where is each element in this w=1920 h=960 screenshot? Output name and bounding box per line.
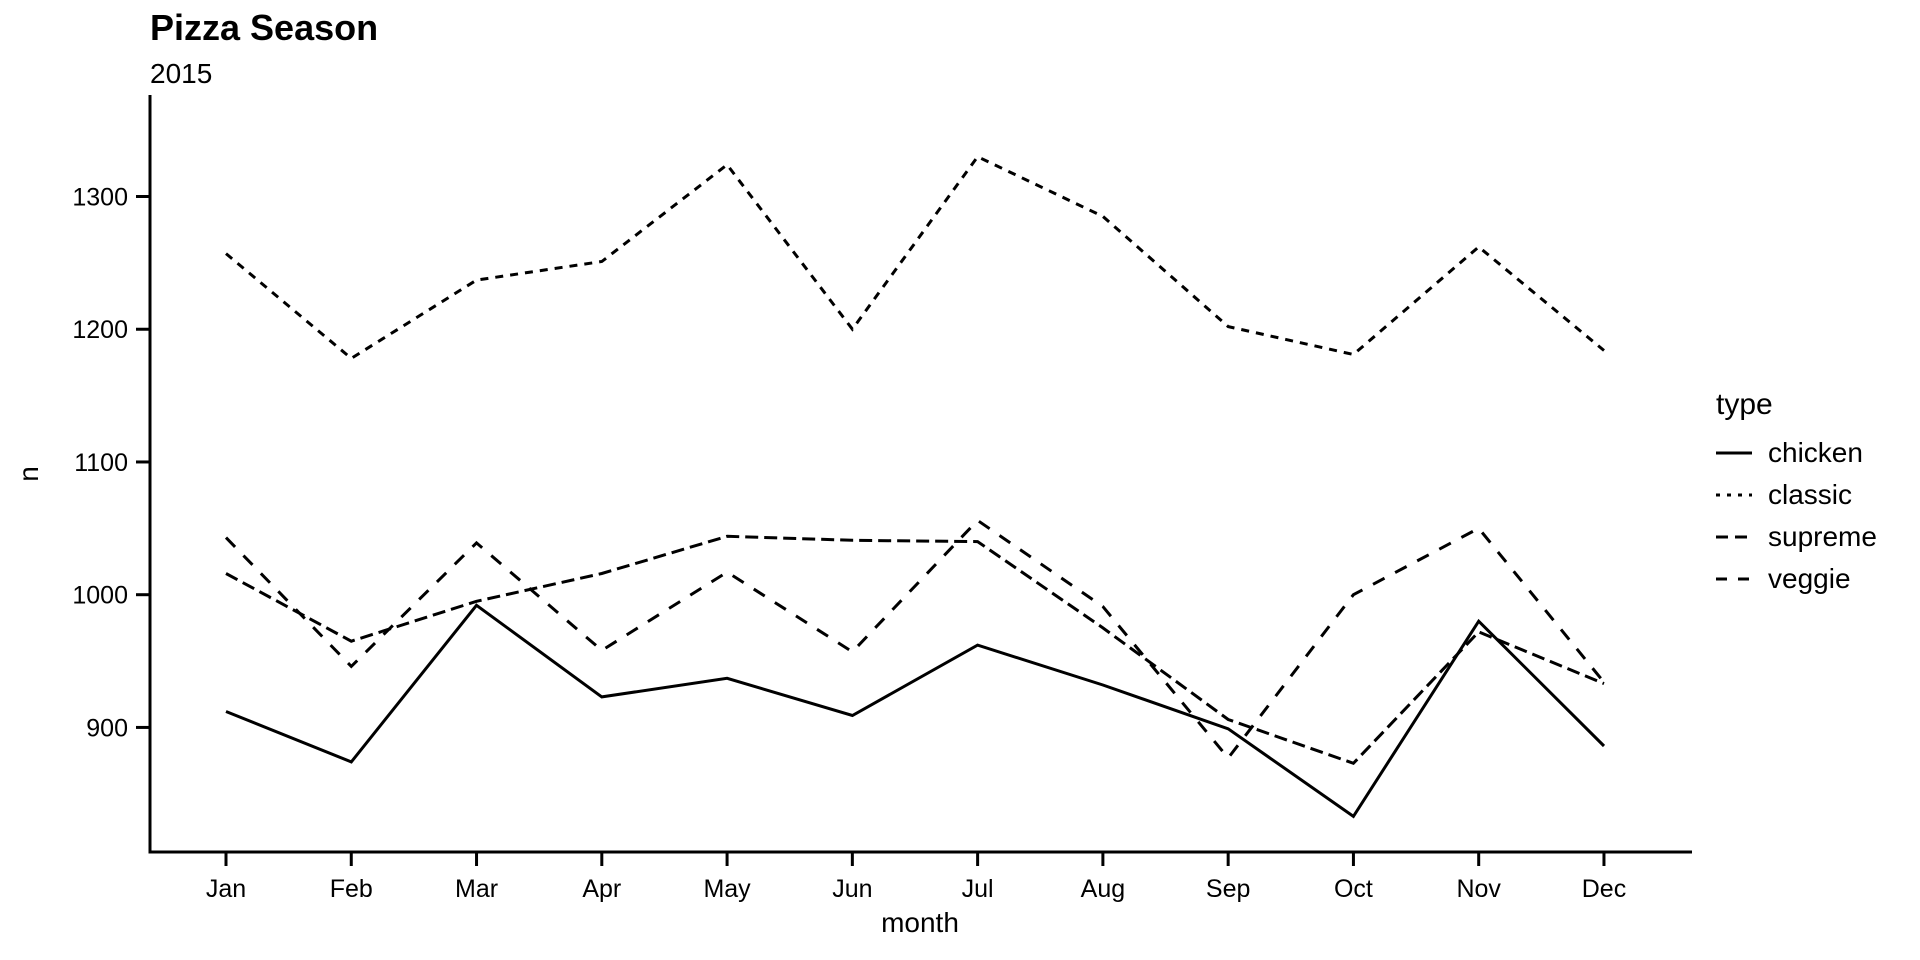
y-tick-label: 900 bbox=[86, 714, 128, 742]
x-tick-label: Jun bbox=[832, 875, 872, 903]
y-tick-label: 1200 bbox=[72, 316, 128, 344]
legend-label-chicken: chicken bbox=[1768, 437, 1863, 468]
x-tick-label: Nov bbox=[1456, 875, 1501, 903]
legend-item-classic: classic bbox=[1716, 479, 1852, 510]
line-veggie bbox=[224, 518, 1606, 761]
x-tick-label: Sep bbox=[1206, 875, 1250, 903]
legend-title: type bbox=[1716, 388, 1773, 421]
legend-item-chicken: chicken bbox=[1716, 437, 1863, 468]
line-supreme bbox=[225, 534, 1605, 766]
x-tick-label: Mar bbox=[455, 875, 498, 903]
y-tick-label: 1100 bbox=[74, 449, 128, 477]
legend-item-veggie: veggie bbox=[1716, 563, 1851, 594]
x-tick-label: Oct bbox=[1334, 875, 1373, 903]
x-tick-label: Jul bbox=[962, 875, 994, 903]
axes: 900 1000 1100 1200 1300 Jan Feb Mar Apr May Jun Jul… bbox=[72, 95, 1692, 903]
legend: chicken classic supreme veggie bbox=[1716, 437, 1877, 594]
y-tick-label: 1300 bbox=[72, 184, 128, 212]
y-axis-label: n bbox=[13, 466, 44, 482]
line-classic bbox=[225, 154, 1605, 361]
x-tick-label: Feb bbox=[330, 875, 373, 903]
x-tick-label: Aug bbox=[1081, 875, 1125, 903]
legend-label-classic: classic bbox=[1768, 479, 1852, 510]
chart-title: Pizza Season bbox=[150, 7, 378, 48]
x-axis-label: month bbox=[881, 907, 959, 938]
x-tick-label: Jan bbox=[206, 875, 246, 903]
x-tick-label: May bbox=[703, 875, 751, 903]
x-tick-label: Dec bbox=[1582, 875, 1626, 903]
legend-item-supreme: supreme bbox=[1716, 521, 1877, 552]
chart-subtitle: 2015 bbox=[150, 58, 212, 89]
legend-label-supreme: supreme bbox=[1768, 521, 1877, 552]
legend-label-veggie: veggie bbox=[1768, 563, 1851, 594]
series-lines bbox=[224, 154, 1606, 819]
y-tick-label: 1000 bbox=[72, 582, 128, 610]
x-tick-label: Apr bbox=[582, 875, 621, 903]
line-chicken bbox=[225, 603, 1606, 819]
